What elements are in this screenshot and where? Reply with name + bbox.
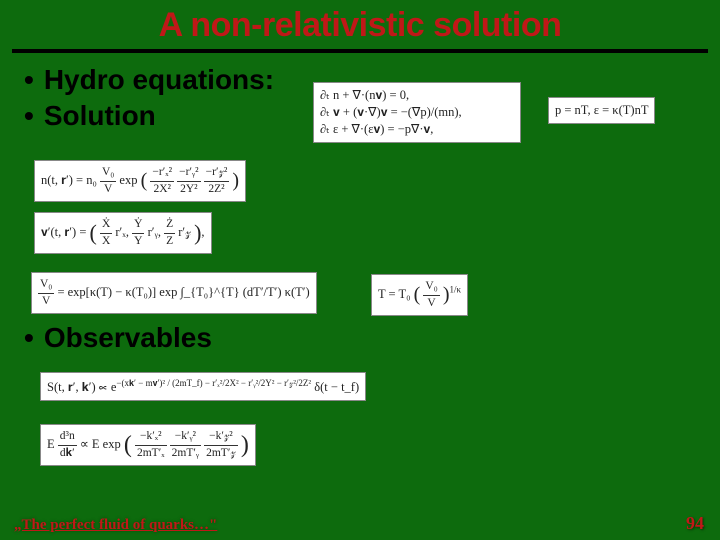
frac-den: 2mT′ᵧ (170, 446, 201, 462)
frac-den: 2X² (150, 182, 174, 198)
spectrum-term-1: −k′ₓ² 2mT′ₓ (135, 429, 167, 461)
frac-num: k′ᵧ² (181, 430, 196, 442)
velocity-var: r′ₓ (115, 225, 126, 239)
frac-den: Z (164, 234, 175, 250)
bullet-label: Hydro equations: (44, 63, 274, 97)
frac-den: 2mT′𝓏 (204, 446, 238, 462)
hydro-line-2: ∂ₜ 𝐯 + (𝐯·∇)𝐯 = −(∇p)/(mn), (320, 104, 514, 121)
velocity-comp-1: Ẋ X (100, 217, 112, 249)
spectrum-propto: ∝ E exp (80, 437, 121, 451)
source-tail: δ(t − t_f) (314, 380, 359, 394)
frac-num: Ẏ (132, 217, 144, 234)
formula-hydro: ∂ₜ n + ∇·(n𝐯) = 0, ∂ₜ 𝐯 + (𝐯·∇)𝐯 = −(∇p)… (313, 82, 521, 143)
frac-den: Y (132, 234, 144, 250)
source-lhs: S(t, 𝐫′, 𝐤′) ∝ e (47, 380, 116, 394)
formula-temperature: T = T₀ ( V₀ V )1/κ (371, 274, 468, 316)
bullet-marker: • (24, 63, 34, 97)
bullet-row-observables: • Observables (24, 321, 720, 355)
vratio-rhs: = exp[κ(T) − κ(T₀)] exp ∫_{T₀}^{T} (dT′/… (57, 285, 309, 299)
temp-power: 1/κ (450, 285, 462, 295)
paren-open: ( (141, 170, 148, 192)
bullet-label: Observables (44, 321, 212, 355)
density-term-1: −r′ₓ² 2X² (150, 165, 174, 197)
frac-den: V (100, 182, 116, 198)
density-lhs: n(t, 𝐫′) = n₀ (41, 173, 97, 187)
paren-close: ) (241, 432, 249, 458)
frac-den: V (38, 294, 54, 310)
paren-close: ) (443, 284, 450, 306)
temp-frac: V₀ V (423, 279, 439, 311)
velocity-comp-2: Ẏ Y (132, 217, 144, 249)
formula-spectrum: E d³n d𝐤′ ∝ E exp ( −k′ₓ² 2mT′ₓ −k′ᵧ² 2m… (40, 424, 256, 466)
paren-open: ( (414, 284, 421, 306)
frac-num: V₀ (38, 277, 54, 294)
formula-source: S(t, 𝐫′, 𝐤′) ∝ e−(x𝐤′ − m𝐯′)² / (2mT_f) … (40, 372, 366, 401)
vratio-lhs: V₀ V (38, 277, 54, 309)
velocity-comp-3: Ż Z (164, 217, 175, 249)
density-exp: exp (119, 173, 137, 187)
spectrum-lhs-frac: d³n d𝐤′ (58, 429, 77, 461)
frac-num: r′ᵧ² (186, 166, 199, 178)
bullet-marker: • (24, 321, 34, 355)
frac-num: k′ₓ² (146, 430, 161, 442)
paren-close: ) (232, 170, 239, 192)
hydro-line-1: ∂ₜ n + ∇·(n𝐯) = 0, (320, 87, 514, 104)
bullet-marker: • (24, 99, 34, 133)
frac-den: d𝐤′ (58, 446, 77, 462)
title-rule (12, 49, 708, 53)
frac-num: V₀ (423, 279, 439, 296)
paren-close: ) (194, 220, 201, 245)
slide-title: A non-relativistic solution (0, 0, 720, 49)
frac-den: 2Y² (177, 182, 200, 198)
velocity-lhs: 𝐯′(t, 𝐫′) = (41, 225, 86, 239)
paren-open: ( (124, 432, 132, 458)
bullet-label: Solution (44, 99, 156, 133)
temp-lhs: T = T₀ (378, 287, 410, 301)
frac-den: 2Z² (204, 182, 230, 198)
spectrum-E: E (47, 437, 55, 451)
velocity-var: r′𝓏 (178, 225, 191, 239)
frac-den: X (100, 234, 112, 250)
frac-num: Ż (164, 217, 175, 234)
bullet-list-2: • Observables (0, 321, 720, 355)
paren-open: ( (90, 220, 97, 245)
formula-eos: p = nT, ε = κ(T)nT (548, 97, 655, 124)
velocity-var: r′ᵧ (148, 225, 158, 239)
spectrum-term-2: −k′ᵧ² 2mT′ᵧ (170, 429, 201, 461)
density-vratio: V₀ V (100, 165, 116, 197)
source-exp: −(x𝐤′ − m𝐯′)² / (2mT_f) − r′ₓ²/2X² − r′ᵧ… (116, 378, 311, 388)
frac-num: k′𝓏² (216, 430, 233, 442)
footer-text: „The perfect fluid of quarks…" (14, 517, 217, 534)
spectrum-term-3: −k′𝓏² 2mT′𝓏 (204, 429, 238, 461)
density-term-3: −r′𝓏² 2Z² (204, 165, 230, 197)
eos-text: p = nT, ε = κ(T)nT (555, 103, 648, 117)
frac-num: r′𝓏² (212, 166, 227, 178)
frac-den: 2mT′ₓ (135, 446, 167, 462)
frac-num: Ẋ (100, 217, 112, 234)
frac-num: V₀ (100, 165, 116, 182)
frac-num: d³n (58, 429, 77, 446)
density-term-2: −r′ᵧ² 2Y² (177, 165, 200, 197)
formula-density: n(t, 𝐫′) = n₀ V₀ V exp ( −r′ₓ² 2X² −r′ᵧ²… (34, 160, 246, 202)
frac-den: V (423, 296, 439, 312)
formula-vratio: V₀ V = exp[κ(T) − κ(T₀)] exp ∫_{T₀}^{T} … (31, 272, 317, 314)
page-number: 94 (686, 513, 704, 534)
frac-num: r′ₓ² (159, 166, 172, 178)
formula-velocity: 𝐯′(t, 𝐫′) = ( Ẋ X r′ₓ, Ẏ Y r′ᵧ, Ż Z r′𝓏 … (34, 212, 212, 254)
hydro-line-3: ∂ₜ ε + ∇·(ε𝐯) = −p∇·𝐯, (320, 121, 514, 138)
